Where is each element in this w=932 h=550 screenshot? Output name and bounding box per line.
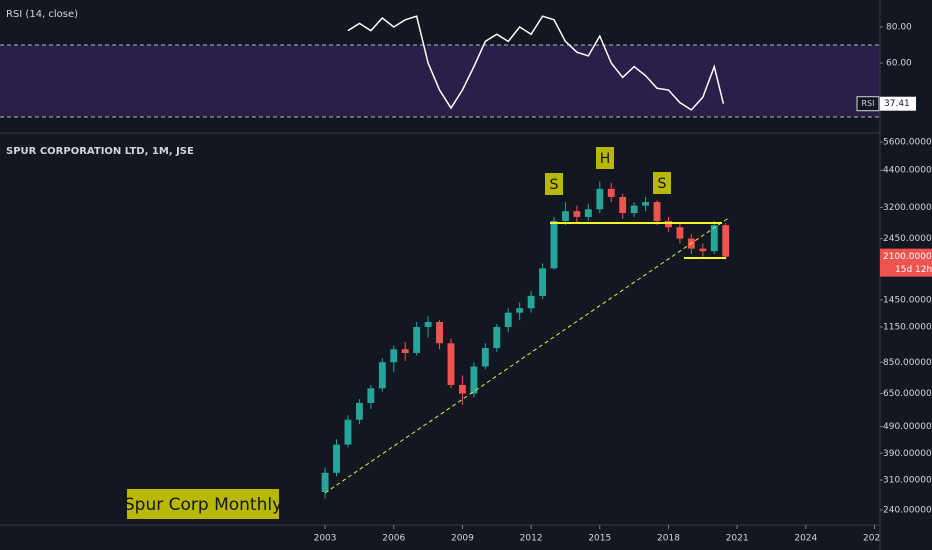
candle-body (493, 326, 501, 349)
candle-body (459, 384, 466, 394)
rsi-value-label: 37.41 (884, 99, 910, 109)
candle-body (344, 419, 352, 445)
candle-body (367, 388, 375, 403)
candle-body (481, 348, 489, 367)
x-tick-label: 2006 (382, 534, 405, 544)
candle-body (573, 211, 581, 217)
last-price-box (880, 248, 932, 277)
x-tick-label: 2027 (863, 534, 886, 544)
candle-body (355, 402, 363, 420)
y-tick-label: 1450.00000 (883, 295, 932, 305)
candle-body (710, 225, 718, 252)
x-tick-label: 2024 (794, 534, 817, 544)
annotation: S (550, 177, 559, 193)
annotation-box (545, 173, 563, 195)
rsi-value-box (880, 96, 916, 111)
chart-title: SPUR CORPORATION LTD, 1M, JSE (6, 146, 194, 157)
y-tick-label: 390.00000 (883, 449, 932, 459)
rsi-band (0, 45, 880, 118)
y-tick-label: 490.00000 (883, 422, 932, 432)
candle-body (562, 211, 569, 221)
candle-body (447, 343, 455, 385)
y-tick-label: 2450.00000 (883, 234, 932, 244)
x-tick-label: 2003 (314, 534, 337, 544)
y-tick-label: 5600.00000 (883, 138, 932, 148)
y-tick-label: 4400.00000 (883, 166, 932, 176)
annotation-box (596, 147, 614, 169)
candle-body (527, 295, 535, 309)
candle-body (504, 312, 512, 327)
candle-body (436, 321, 443, 344)
annotation-box (653, 172, 671, 194)
candle-body (424, 321, 432, 327)
rsi-title: RSI (14, close) (6, 9, 78, 20)
x-axis: 2003 2006 2009 2012 2015 2018 2021 2024 2027 (0, 524, 932, 544)
candle-body (676, 227, 684, 239)
annotation: H (600, 151, 611, 167)
candle-body (550, 220, 558, 269)
trendline (324, 216, 731, 494)
candle-body (607, 188, 615, 197)
annotation: S (658, 176, 667, 192)
rsi-label-box (856, 96, 880, 112)
candle-body (516, 308, 524, 313)
candle-body (401, 349, 409, 354)
y-tick-label: 850.00000 (883, 358, 932, 368)
candle-body (699, 248, 707, 252)
y-tick-label: 310.00000 (883, 476, 932, 486)
candle-body (642, 202, 650, 206)
candle-body (653, 202, 661, 221)
annotation: Spur Corp Monthly (124, 495, 282, 515)
rsi-line (347, 15, 725, 111)
candle-body (630, 205, 638, 214)
countdown-label: 15d 12h (895, 265, 932, 275)
y-tick-label: 1150.00000 (883, 322, 932, 332)
candle-body (722, 225, 730, 257)
candle-body (333, 444, 340, 473)
x-tick-label: 2021 (726, 534, 749, 544)
candle-body (378, 362, 386, 389)
candle-body (584, 209, 592, 217)
y-tick-label: 3200.00000 (883, 203, 932, 213)
x-tick-label: 2015 (588, 534, 611, 544)
rsi-pane (0, 15, 880, 118)
candle-body (665, 220, 672, 228)
x-tick-label: 2018 (657, 534, 680, 544)
candle-body (413, 326, 421, 354)
x-tick-label: 2012 (520, 534, 543, 544)
last-price-label: 2100.00000 (883, 252, 932, 262)
annotation-box (127, 489, 279, 519)
candle-body (619, 196, 627, 214)
price-pane (321, 181, 730, 499)
x-tick-label: 2009 (451, 534, 474, 544)
rsi-y-tick-label: 80.00 (886, 23, 912, 33)
y-tick-label: 650.00000 (883, 389, 932, 399)
candle-body (539, 268, 546, 296)
rsi-series-name: RSI (862, 99, 875, 108)
candle-body (321, 472, 329, 492)
rsi-y-tick-label: 60.00 (886, 59, 912, 69)
candle-body (390, 349, 398, 363)
candle-body (470, 366, 478, 394)
y-tick-label: 240.00000 (883, 505, 932, 515)
candle-body (596, 188, 604, 210)
